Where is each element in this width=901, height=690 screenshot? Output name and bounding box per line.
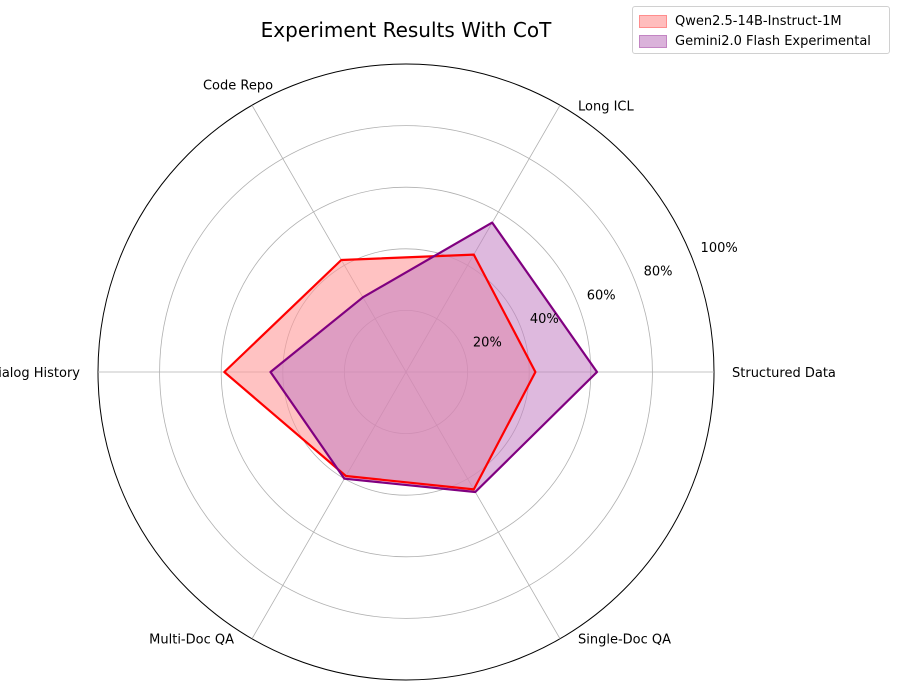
legend-item-qwen: Qwen2.5-14B-Instruct-1M	[639, 11, 842, 31]
axis-label-long-dialog-history: Long Dialog History	[0, 366, 80, 381]
radial-tick-label: 60%	[587, 288, 616, 303]
legend-item-gemini: Gemini2.0 Flash Experimental	[639, 31, 871, 51]
radar-series	[223, 221, 599, 494]
axis-label-single-doc-qa: Single-Doc QA	[578, 633, 671, 648]
radial-tick-label: 40%	[530, 312, 559, 327]
radial-tick-label: 20%	[473, 335, 502, 350]
chart-title: Experiment Results With CoT	[261, 18, 552, 42]
radial-tick-label: 80%	[644, 265, 673, 280]
axis-label-code-repo: Code Repo	[203, 78, 273, 93]
legend-swatch-qwen	[639, 14, 667, 28]
legend: Qwen2.5-14B-Instruct-1M Gemini2.0 Flash …	[632, 6, 890, 54]
axis-label-long-icl: Long ICL	[578, 99, 635, 114]
radar-labels: Structured Data Long ICL Code Repo Long Dia…	[0, 78, 836, 647]
axis-label-structured-data: Structured Data	[732, 366, 836, 381]
legend-label-qwen: Qwen2.5-14B-Instruct-1M	[675, 13, 842, 29]
series-area-1	[270, 222, 597, 492]
legend-swatch-gemini	[639, 34, 667, 48]
axis-label-multi-doc-qa: Multi-Doc QA	[149, 633, 234, 648]
legend-label-gemini: Gemini2.0 Flash Experimental	[675, 33, 871, 49]
radial-tick-label: 100%	[701, 241, 738, 256]
